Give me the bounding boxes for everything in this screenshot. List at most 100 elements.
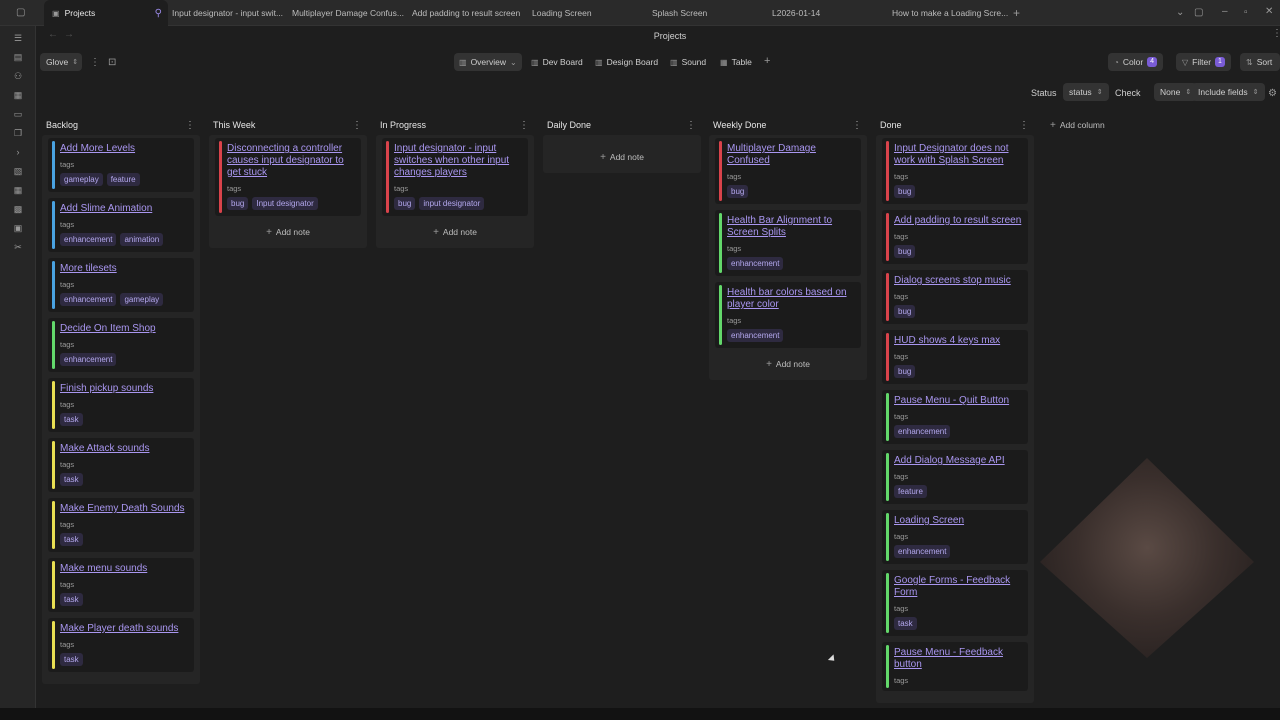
tag[interactable]: bug — [894, 185, 916, 198]
file-explorer-icon[interactable]: ☰ — [13, 32, 23, 43]
card-title-link[interactable]: Make Attack sounds — [60, 443, 150, 454]
tag[interactable]: gameplay — [120, 293, 164, 306]
add-note-button[interactable]: + Add note — [382, 222, 528, 242]
status-select[interactable]: status ⇕ — [1063, 83, 1109, 101]
card[interactable]: Add Slime Animation tags enhancement animat… — [48, 198, 194, 252]
tag[interactable]: bug — [894, 365, 916, 378]
card-title-link[interactable]: Health Bar Alignment to Screen Splits — [727, 215, 833, 238]
card-title-link[interactable]: Google Forms - Feedback Form — [894, 575, 1011, 598]
tag[interactable]: task — [60, 653, 83, 666]
column-header[interactable]: This Week ⋮ — [209, 115, 367, 135]
card-title-link[interactable]: Make Enemy Death Sounds — [60, 503, 185, 514]
color-button[interactable]: ◔ Color 4 — [1108, 53, 1164, 71]
view-design-board[interactable]: ▥ Design Board — [590, 53, 663, 71]
card[interactable]: Make Attack sounds tags task — [48, 438, 194, 492]
back-icon[interactable]: ← — [48, 29, 58, 40]
tag[interactable]: enhancement — [60, 353, 117, 366]
card-title-link[interactable]: Decide On Item Shop — [60, 323, 156, 334]
tag[interactable]: bug — [227, 197, 249, 210]
more-options-icon[interactable]: ⋮ — [1272, 28, 1280, 39]
command-icon[interactable]: › — [16, 147, 20, 157]
card[interactable]: Make Player death sounds tags task — [48, 618, 194, 672]
forward-icon[interactable]: → — [64, 29, 74, 40]
tab-splash-screen[interactable]: Splash Screen — [652, 0, 707, 26]
check-select[interactable]: None ⇕ — [1154, 83, 1198, 101]
card[interactable]: Pause Menu - Feedback button tags — [882, 642, 1028, 691]
card-title-link[interactable]: Add More Levels — [60, 143, 136, 154]
column-menu-icon[interactable]: ⋮ — [1019, 119, 1029, 131]
tag[interactable]: enhancement — [60, 293, 117, 306]
card[interactable]: Input Designator does not work with Spla… — [882, 138, 1028, 204]
column-header[interactable]: Done ⋮ — [876, 115, 1034, 135]
card[interactable]: Dialog screens stop music tags bug — [882, 270, 1028, 324]
card[interactable]: Add More Levels tags gameplay feature — [48, 138, 194, 192]
card-title-link[interactable]: Add Dialog Message API — [894, 455, 1005, 466]
tag[interactable]: enhancement — [727, 329, 784, 342]
sort-button[interactable]: ⇅ Sort — [1240, 53, 1280, 71]
add-note-button[interactable]: + Add note — [715, 354, 861, 374]
card-title-link[interactable]: Loading Screen — [894, 515, 965, 526]
kanban-icon[interactable]: ▩ — [13, 203, 23, 214]
filter-button[interactable]: ▽ Filter 1 — [1176, 53, 1231, 71]
tag[interactable]: bug — [394, 197, 416, 210]
card-title-link[interactable]: HUD shows 4 keys max — [894, 335, 1001, 346]
add-view-icon[interactable]: + — [764, 55, 771, 67]
card[interactable]: Input designator - input switches when o… — [382, 138, 528, 216]
add-note-button[interactable]: + Add note — [215, 222, 361, 242]
column-menu-icon[interactable]: ⋮ — [185, 119, 195, 131]
card[interactable]: Make Enemy Death Sounds tags task — [48, 498, 194, 552]
tag[interactable]: bug — [727, 185, 749, 198]
tag[interactable]: enhancement — [727, 257, 784, 270]
tag[interactable]: gameplay — [60, 173, 103, 186]
tag[interactable]: enhancement — [894, 545, 951, 558]
card[interactable]: Google Forms - Feedback Form tags task — [882, 570, 1028, 636]
tag[interactable]: Input designator — [252, 197, 318, 210]
tag[interactable]: task — [60, 593, 83, 606]
card-title-link[interactable]: More tilesets — [60, 263, 117, 274]
tag[interactable]: task — [60, 473, 83, 486]
add-column-button[interactable]: + Add column — [1050, 115, 1105, 135]
tab-multiplayer-damage[interactable]: Multiplayer Damage Confus... — [292, 0, 404, 26]
card[interactable]: Disconnecting a controller causes input … — [215, 138, 361, 216]
file-icon[interactable]: ▤ — [13, 51, 23, 62]
copy-icon[interactable]: ❐ — [13, 127, 23, 138]
tab-daily-note[interactable]: L2026-01-14 — [772, 0, 820, 26]
tag[interactable]: task — [894, 617, 917, 630]
card-title-link[interactable]: Make menu sounds — [60, 563, 148, 574]
grid-icon[interactable]: ▦ — [13, 89, 23, 100]
card[interactable]: More tilesets tags enhancement gameplay — [48, 258, 194, 312]
template-icon[interactable]: ▧ — [13, 165, 23, 176]
pin-icon[interactable]: ⚲ — [154, 7, 162, 19]
column-header[interactable]: Weekly Done ⋮ — [709, 115, 867, 135]
column-menu-icon[interactable]: ⋮ — [352, 119, 362, 131]
card[interactable]: Decide On Item Shop tags enhancement — [48, 318, 194, 372]
card[interactable]: Add padding to result screen tags bug — [882, 210, 1028, 264]
card-title-link[interactable]: Health bar colors based on player color — [727, 287, 847, 310]
column-header[interactable]: In Progress ⋮ — [376, 115, 534, 135]
new-note-icon[interactable]: ⊡ — [108, 57, 117, 68]
column-header[interactable]: Daily Done ⋮ — [543, 115, 701, 135]
inbox-icon[interactable]: ▣ — [13, 222, 23, 233]
card[interactable]: Health bar colors based on player color t… — [715, 282, 861, 348]
column-menu-icon[interactable]: ⋮ — [519, 119, 529, 131]
project-select[interactable]: Glove ⇕ — [40, 53, 82, 71]
tag[interactable]: task — [60, 413, 83, 426]
graph-icon[interactable]: ⚇ — [13, 70, 23, 81]
tag[interactable]: task — [60, 533, 83, 546]
view-overview[interactable]: ▥ Overview ⌄ — [454, 53, 522, 71]
card-title-link[interactable]: Add Slime Animation — [60, 203, 153, 214]
card[interactable]: Finish pickup sounds tags task — [48, 378, 194, 432]
card[interactable]: Add Dialog Message API tags feature — [882, 450, 1028, 504]
card-title-link[interactable]: Make Player death sounds — [60, 623, 179, 634]
include-fields-select[interactable]: Include fields ⇕ — [1192, 83, 1265, 101]
card[interactable]: HUD shows 4 keys max tags bug — [882, 330, 1028, 384]
tab-input-designator[interactable]: Input designator - input swit... — [172, 0, 283, 26]
tools-icon[interactable]: ✂ — [14, 241, 22, 252]
settings-gear-icon[interactable]: ⚙ — [1268, 88, 1277, 99]
calendar-icon[interactable]: ▭ — [13, 108, 23, 119]
view-sound[interactable]: ▥ Sound — [665, 53, 711, 71]
tag[interactable]: animation — [120, 233, 164, 246]
tag[interactable]: enhancement — [60, 233, 117, 246]
card[interactable]: Multiplayer Damage Confused tags bug — [715, 138, 861, 204]
tag[interactable]: bug — [894, 245, 916, 258]
